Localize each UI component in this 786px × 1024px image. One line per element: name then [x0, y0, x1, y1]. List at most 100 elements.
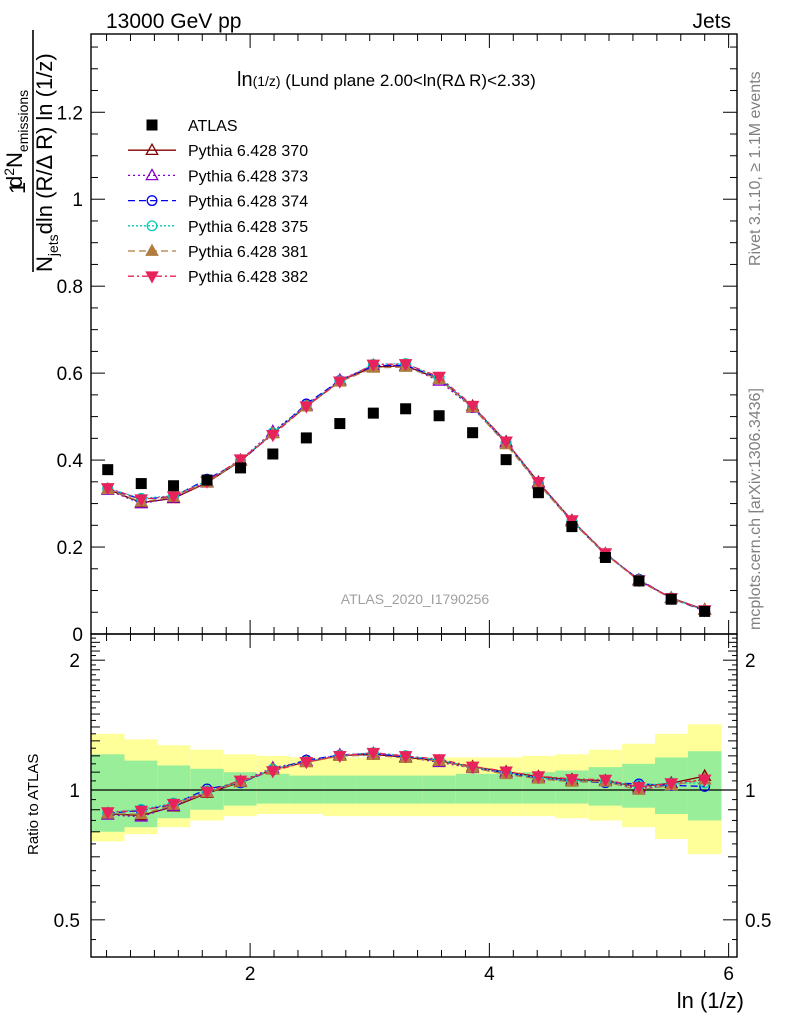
legend-item: Pythia 6.428 382	[128, 269, 308, 286]
series-point-ratio	[266, 766, 280, 779]
ylabel-numerator: d2Nemissions	[1, 90, 31, 188]
atlas-point	[168, 480, 180, 492]
legend-label: Pythia 6.428 374	[188, 194, 308, 211]
legend: ATLAS Pythia 6.428 370 Pythia 6.428 373 Pyt…	[128, 118, 308, 286]
atlas-point	[267, 448, 279, 460]
y-tick-label-main: 1.2	[57, 103, 83, 124]
chart-title: ln(1/z) (Lund plane 2.00<ln(RΔ R)<2.33)	[237, 69, 536, 91]
atlas-point	[665, 593, 677, 605]
legend-item: Pythia 6.428 381	[128, 243, 308, 261]
ylabel-one: 1	[5, 182, 30, 194]
y-tick-label-ratio: 1	[69, 781, 80, 802]
atlas-point	[300, 432, 312, 444]
series-point-ratio	[398, 751, 413, 764]
band-inner-bin	[91, 754, 125, 832]
x-tick-label: 6	[723, 964, 734, 985]
tick-labels: 2 4 6 0 0.2 0.4 0.6 0.8 1 1.2 0.5 0.5 1 1 2 2	[54, 103, 772, 985]
series-point-ratio	[299, 757, 314, 770]
mcplots-label: mcplots.cern.ch [arXiv:1306.3436]	[747, 388, 764, 630]
series-point-main	[266, 430, 280, 443]
legend-item: Pythia 6.428 373	[128, 168, 308, 185]
header-right-text: Jets	[692, 10, 731, 33]
legend-marker	[145, 168, 159, 181]
atlas-point	[467, 427, 479, 439]
rivet-label: Rivet 3.1.10, ≥ 1.1M events	[747, 71, 764, 266]
series-point-ratio	[664, 778, 679, 791]
series-point-main	[531, 476, 546, 490]
y-tick-label-main: 1	[72, 190, 83, 211]
legend-label: Pythia 6.428 382	[188, 269, 308, 286]
legend-marker	[146, 195, 158, 207]
analysis-watermark: ATLAS_2020_I1790256	[341, 591, 490, 607]
y-tick-label-ratio-right: 2	[745, 651, 756, 672]
y-tick-label-main: 0.8	[57, 277, 83, 298]
main-y-axis-label: 1 d2Nemissions Njetsdln (R/Δ R) ln (1/z)	[1, 30, 61, 272]
legend-marker	[145, 243, 159, 256]
series-point-main	[100, 483, 115, 496]
x-axis-label: ln (1/z)	[677, 988, 744, 1013]
series-point-main	[565, 515, 579, 528]
atlas-point	[433, 410, 445, 422]
series-line-main	[107, 364, 705, 612]
legend-label: Pythia 6.428 375	[188, 219, 308, 236]
y-tick-label-main: 0.6	[57, 364, 83, 385]
header-left-text: 13000 GeV pp	[106, 10, 241, 33]
legend-marker	[146, 119, 158, 131]
atlas-point	[532, 487, 544, 499]
band-inner-bin	[455, 773, 490, 804]
y-tick-label-ratio-right: 0.5	[745, 911, 771, 932]
legend-item: Pythia 6.428 370	[128, 142, 308, 160]
y-tick-label-main: 0.4	[57, 451, 84, 472]
series-point-main	[299, 401, 314, 414]
series-point-ratio	[465, 761, 480, 774]
series-point-ratio	[531, 771, 546, 784]
legend-label: Pythia 6.428 373	[188, 168, 308, 185]
atlas-point	[201, 474, 213, 486]
atlas-point	[334, 418, 346, 430]
atlas-point	[633, 575, 645, 587]
y-tick-label-ratio: 2	[69, 651, 80, 672]
series-point-main	[134, 494, 149, 507]
legend-item: Pythia 6.428 375	[128, 219, 308, 236]
atlas-data	[102, 403, 711, 617]
series-point-main	[398, 359, 413, 372]
ratio-frame	[90, 633, 738, 958]
atlas-point	[500, 454, 512, 466]
ylabel-denominator: Njetsdln (R/Δ R) ln (1/z)	[32, 53, 61, 272]
series-point-ratio	[598, 774, 613, 787]
series-point-main	[333, 376, 347, 389]
series-point-main	[166, 491, 181, 504]
series-point-main	[432, 371, 446, 384]
uncertainty-bands	[91, 724, 722, 855]
series-point-main	[366, 359, 381, 372]
legend-label: ATLAS	[188, 118, 238, 135]
series-point-ratio	[565, 774, 579, 787]
series-point-main	[233, 454, 248, 467]
legend-marker	[145, 271, 159, 284]
series-point-ratio	[432, 754, 446, 767]
series-point-ratio	[333, 750, 347, 764]
y-tick-label-ratio-right: 1	[745, 781, 756, 802]
legend-item: ATLAS	[146, 118, 238, 135]
atlas-point	[699, 605, 711, 617]
legend-label: Pythia 6.428 381	[188, 244, 308, 261]
atlas-point	[367, 407, 379, 419]
y-tick-label-main: 0	[72, 625, 83, 646]
atlas-point	[135, 478, 147, 490]
series-point-ratio	[697, 774, 712, 787]
series-line-main	[107, 365, 705, 611]
atlas-point	[599, 551, 611, 563]
y-tick-label-ratio: 0.5	[54, 911, 80, 932]
series-point-ratio	[166, 798, 181, 812]
x-tick-label: 2	[245, 964, 256, 985]
y-tick-label-main: 0.2	[57, 538, 83, 559]
legend-marker	[146, 220, 158, 232]
series-point-ratio	[233, 775, 248, 788]
legend-marker	[145, 142, 159, 156]
series-point-ratio	[200, 786, 214, 799]
ratio-y-axis-label: Ratio to ATLAS	[25, 754, 42, 855]
atlas-point	[400, 403, 412, 415]
atlas-point	[566, 521, 578, 533]
x-tick-label: 4	[484, 964, 495, 985]
